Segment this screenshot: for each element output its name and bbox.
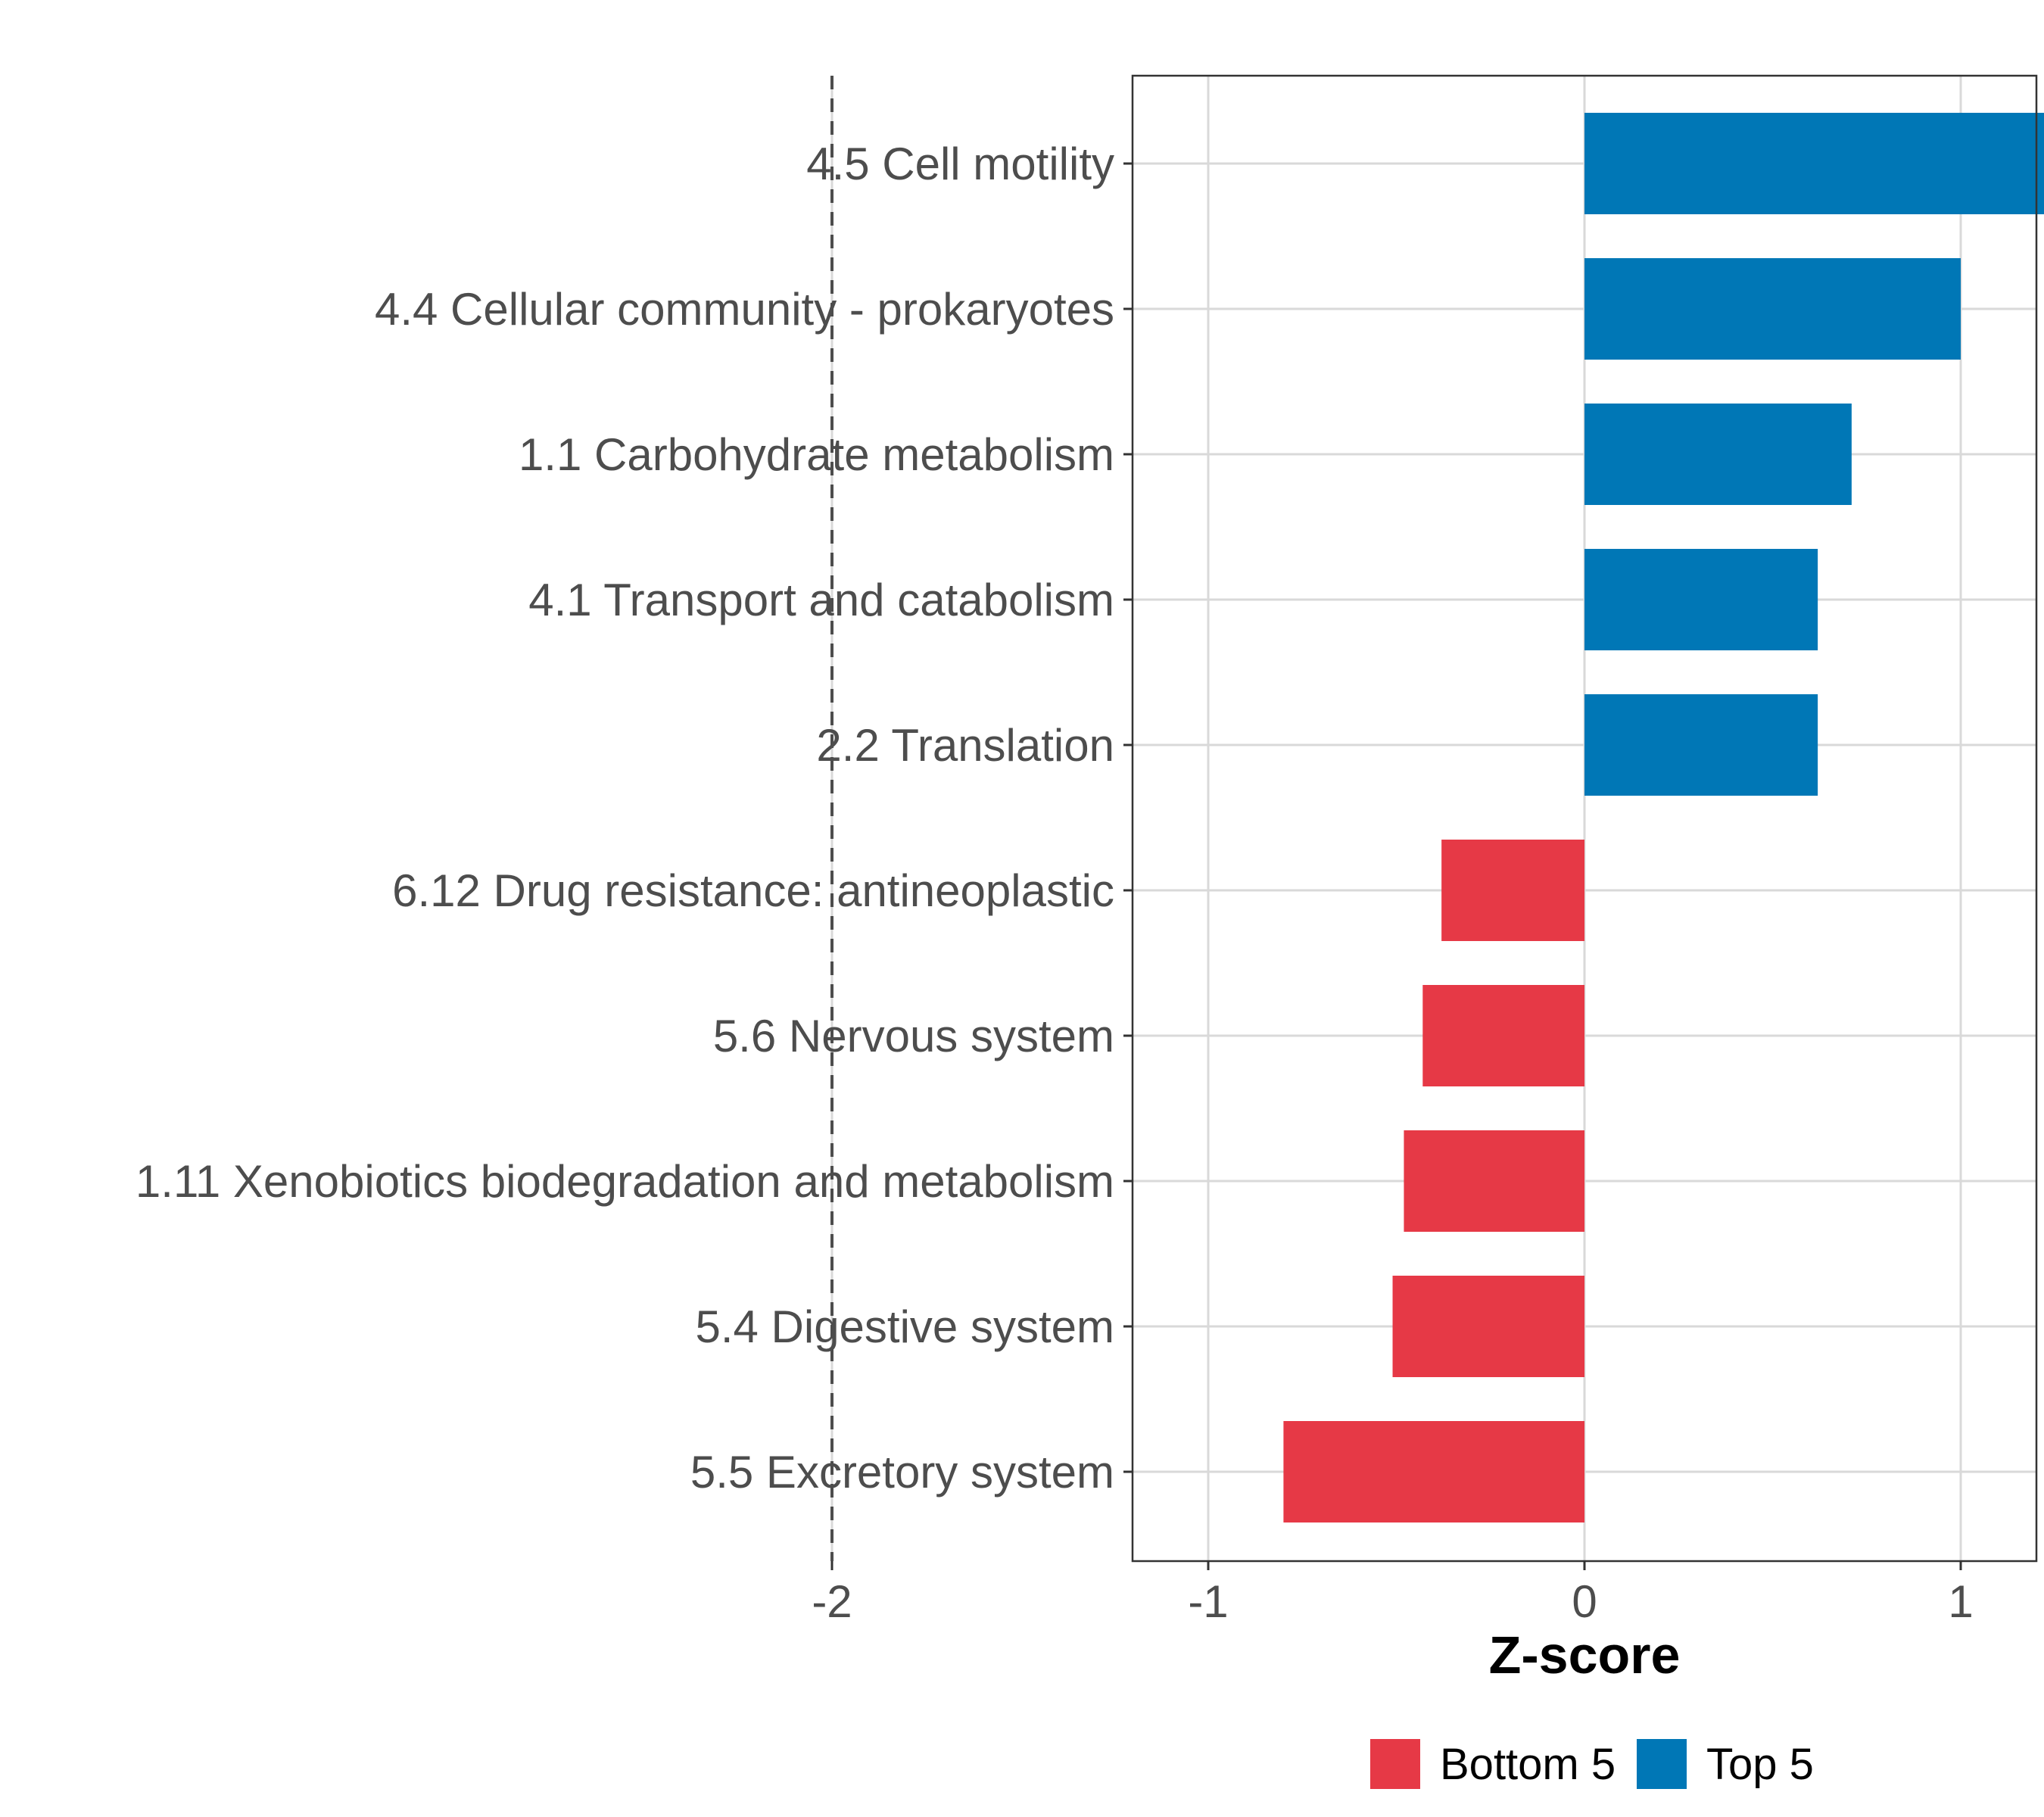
legend-swatch [1370,1739,1420,1789]
bar [1584,258,1961,360]
legend-label: Top 5 [1706,1740,1814,1789]
y-tick-label: 4.1 Transport and catabolism [528,575,1114,625]
legend-top-5: Top 5 [1637,1739,1814,1789]
legend-label: Bottom 5 [1440,1740,1616,1789]
y-axis: 4.5 Cell motility 4.4 Cellular community … [136,139,1133,1498]
bar [1584,549,1818,650]
y-tick-label: 2.2 Translation [816,720,1114,771]
bar [1441,840,1584,941]
y-tick-label: 5.4 Digestive system [695,1301,1114,1352]
y-tick-label: 4.5 Cell motility [806,139,1114,189]
y-tick-label: 1.11 Xenobiotics biodegradation and meta… [136,1156,1114,1207]
x-tick-label: 0 [1572,1576,1597,1627]
y-tick-label: 5.5 Excretory system [690,1447,1114,1498]
legend-bottom-5: Bottom 5 [1370,1739,1616,1789]
legend: Bottom 5 Top 5 [1370,1739,1814,1789]
x-tick-label: -2 [812,1576,852,1627]
bar [1404,1130,1584,1232]
bar [1422,985,1584,1086]
x-axis-title: Z-score [1489,1625,1681,1685]
bar [1283,1421,1584,1522]
bar [1584,113,2044,214]
bar [1584,694,1818,796]
bar [1584,404,1852,505]
reference-lines [830,76,833,1561]
bars [1283,113,2044,1522]
x-tick-label: 1 [1948,1576,1973,1627]
y-tick-label: 5.6 Nervous system [713,1011,1114,1061]
x-axis: -2-1012 [812,1561,1974,1627]
legend-swatch [1637,1739,1687,1789]
y-tick-label: 1.1 Carbohydrate metabolism [519,429,1114,480]
bar [1392,1276,1584,1377]
y-tick-label: 6.12 Drug resistance: antineoplastic [392,865,1114,916]
y-tick-label: 4.4 Cellular community - prokaryotes [375,284,1114,335]
x-tick-label: -1 [1188,1576,1228,1627]
